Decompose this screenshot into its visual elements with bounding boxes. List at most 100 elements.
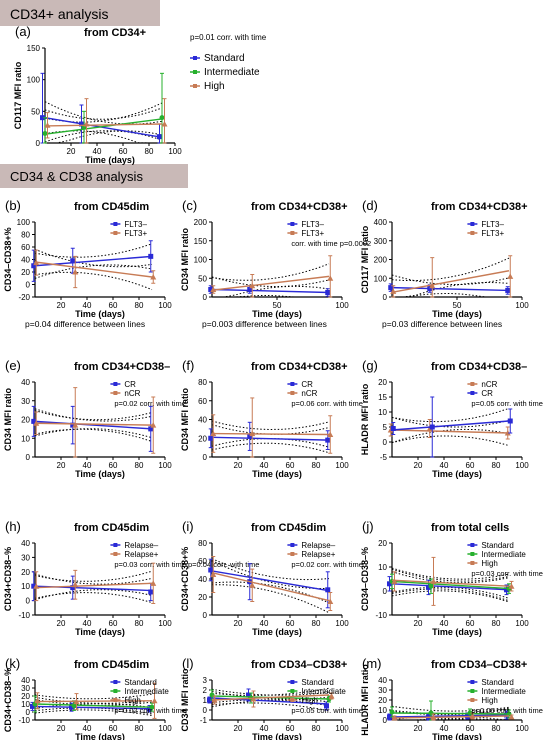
x-tick-label: 100	[335, 619, 349, 628]
confidence-band	[391, 590, 510, 603]
confidence-band	[391, 586, 510, 599]
x-tick-label: 20	[234, 619, 243, 628]
data-point	[72, 422, 79, 428]
legend-label: Intermediate	[481, 550, 526, 559]
legend-label: Relapse–	[124, 541, 158, 550]
legend-label: High	[124, 696, 140, 705]
chart-panel-e: (e) from CD34+CD38– 0 10 20 30 40 20 40 60 80 100 Ti…	[3, 358, 186, 479]
y-tick-label: 60	[198, 397, 207, 406]
panel-label: (m)	[362, 656, 382, 671]
data-point	[508, 583, 515, 589]
x-axis-label: Time (days)	[432, 732, 482, 740]
x-tick-label: 40	[83, 724, 92, 733]
data-point	[208, 287, 214, 292]
x-tick-label: 80	[492, 461, 501, 470]
data-point	[429, 282, 436, 289]
chart-title: from CD34+CD38–	[431, 361, 527, 373]
data-point	[148, 589, 154, 595]
trend-line	[391, 579, 510, 587]
legend-marker	[470, 382, 475, 386]
data-point	[391, 715, 398, 721]
y-tick-label: 0	[26, 281, 31, 290]
confidence-band	[34, 570, 153, 582]
trend-line	[211, 436, 330, 441]
data-point	[324, 703, 329, 709]
data-point	[426, 584, 431, 590]
y-tick-label: 1	[203, 696, 208, 705]
section-title: CD34 & CD38 analysis	[10, 169, 143, 184]
y-tick-label: 60	[198, 557, 207, 566]
legend-marker	[113, 680, 118, 684]
x-tick-label: 40	[440, 724, 449, 733]
legend-label: High	[481, 696, 497, 705]
section-title: CD34+ analysis	[10, 6, 108, 22]
confidence-band	[391, 274, 510, 285]
y-tick-label: 0	[383, 293, 388, 302]
data-point	[210, 430, 217, 437]
chart-panel-g: (g) from CD34+CD38– -5 0 5 10 15 20 20 40 60 80 100 T…	[360, 358, 543, 479]
chart-panel-d: (d) from CD34+CD38+ 0 100 200 300 400 50 100 Time…	[360, 198, 529, 329]
data-point	[504, 430, 511, 436]
trend-line	[44, 118, 163, 135]
data-point	[388, 285, 394, 291]
legend-marker	[470, 543, 475, 547]
x-tick-label: 40	[260, 619, 269, 628]
y-axis-label: CD34–CD38–%	[360, 547, 370, 611]
legend-label: Intermediate	[481, 687, 526, 696]
y-tick-label: 200	[374, 256, 388, 265]
data-point	[150, 274, 157, 280]
y-tick-label: 80	[198, 539, 207, 548]
section-header-bg	[0, 0, 160, 26]
legend-label: Relapse–	[301, 541, 335, 550]
y-tick-label: 2	[203, 686, 208, 695]
data-point	[249, 430, 256, 437]
x-tick-label: 80	[135, 301, 144, 310]
y-tick-label: 5	[383, 423, 388, 432]
legend-marker	[113, 391, 118, 395]
data-point	[33, 583, 40, 589]
x-tick-label: 40	[260, 461, 269, 470]
data-point	[34, 697, 41, 704]
confidence-band	[44, 102, 163, 123]
y-tick-label: 20	[378, 696, 387, 705]
y-tick-label: 20	[198, 593, 207, 602]
legend-marker	[113, 543, 118, 547]
data-point	[210, 571, 217, 577]
confidence-band	[212, 584, 330, 614]
y-axis-label: CD34 MFI ratio	[180, 668, 190, 732]
y-axis-label: HLADR MFI ratio	[360, 383, 370, 455]
trend-line	[391, 580, 510, 590]
trend-line	[211, 275, 330, 291]
trend-line	[211, 432, 330, 436]
legend-marker	[290, 222, 295, 226]
legend-label: FLT3–	[124, 220, 147, 229]
y-tick-label: 0	[203, 453, 208, 462]
data-point	[508, 714, 515, 720]
y-tick-label: 0	[26, 453, 31, 462]
chart-title: from CD45dim	[74, 201, 149, 213]
y-tick-label: 20	[198, 434, 207, 443]
confidence-band	[391, 257, 510, 282]
data-point	[249, 582, 256, 588]
confidence-band	[44, 101, 163, 125]
data-point	[69, 704, 74, 710]
panel-label: (l)	[182, 656, 194, 671]
y-tick-label: 40	[198, 416, 207, 425]
x-axis-label: Time (days)	[75, 627, 125, 637]
x-tick-label: 20	[57, 619, 66, 628]
legend-marker	[290, 231, 295, 235]
y-tick-label: 150	[27, 44, 41, 53]
legend-marker	[113, 222, 118, 226]
y-tick-label: 20	[21, 692, 30, 701]
legend-label: Relapse+	[124, 550, 158, 559]
data-point	[328, 693, 335, 699]
legend-marker	[470, 689, 475, 693]
trend-line	[391, 712, 510, 715]
x-axis-label: Time (days)	[75, 469, 125, 479]
x-tick-label: 40	[83, 301, 92, 310]
y-tick-label: 40	[21, 676, 30, 685]
trend-line	[34, 420, 153, 430]
data-point	[30, 703, 35, 709]
confidence-band	[34, 428, 153, 439]
data-point	[325, 437, 331, 443]
